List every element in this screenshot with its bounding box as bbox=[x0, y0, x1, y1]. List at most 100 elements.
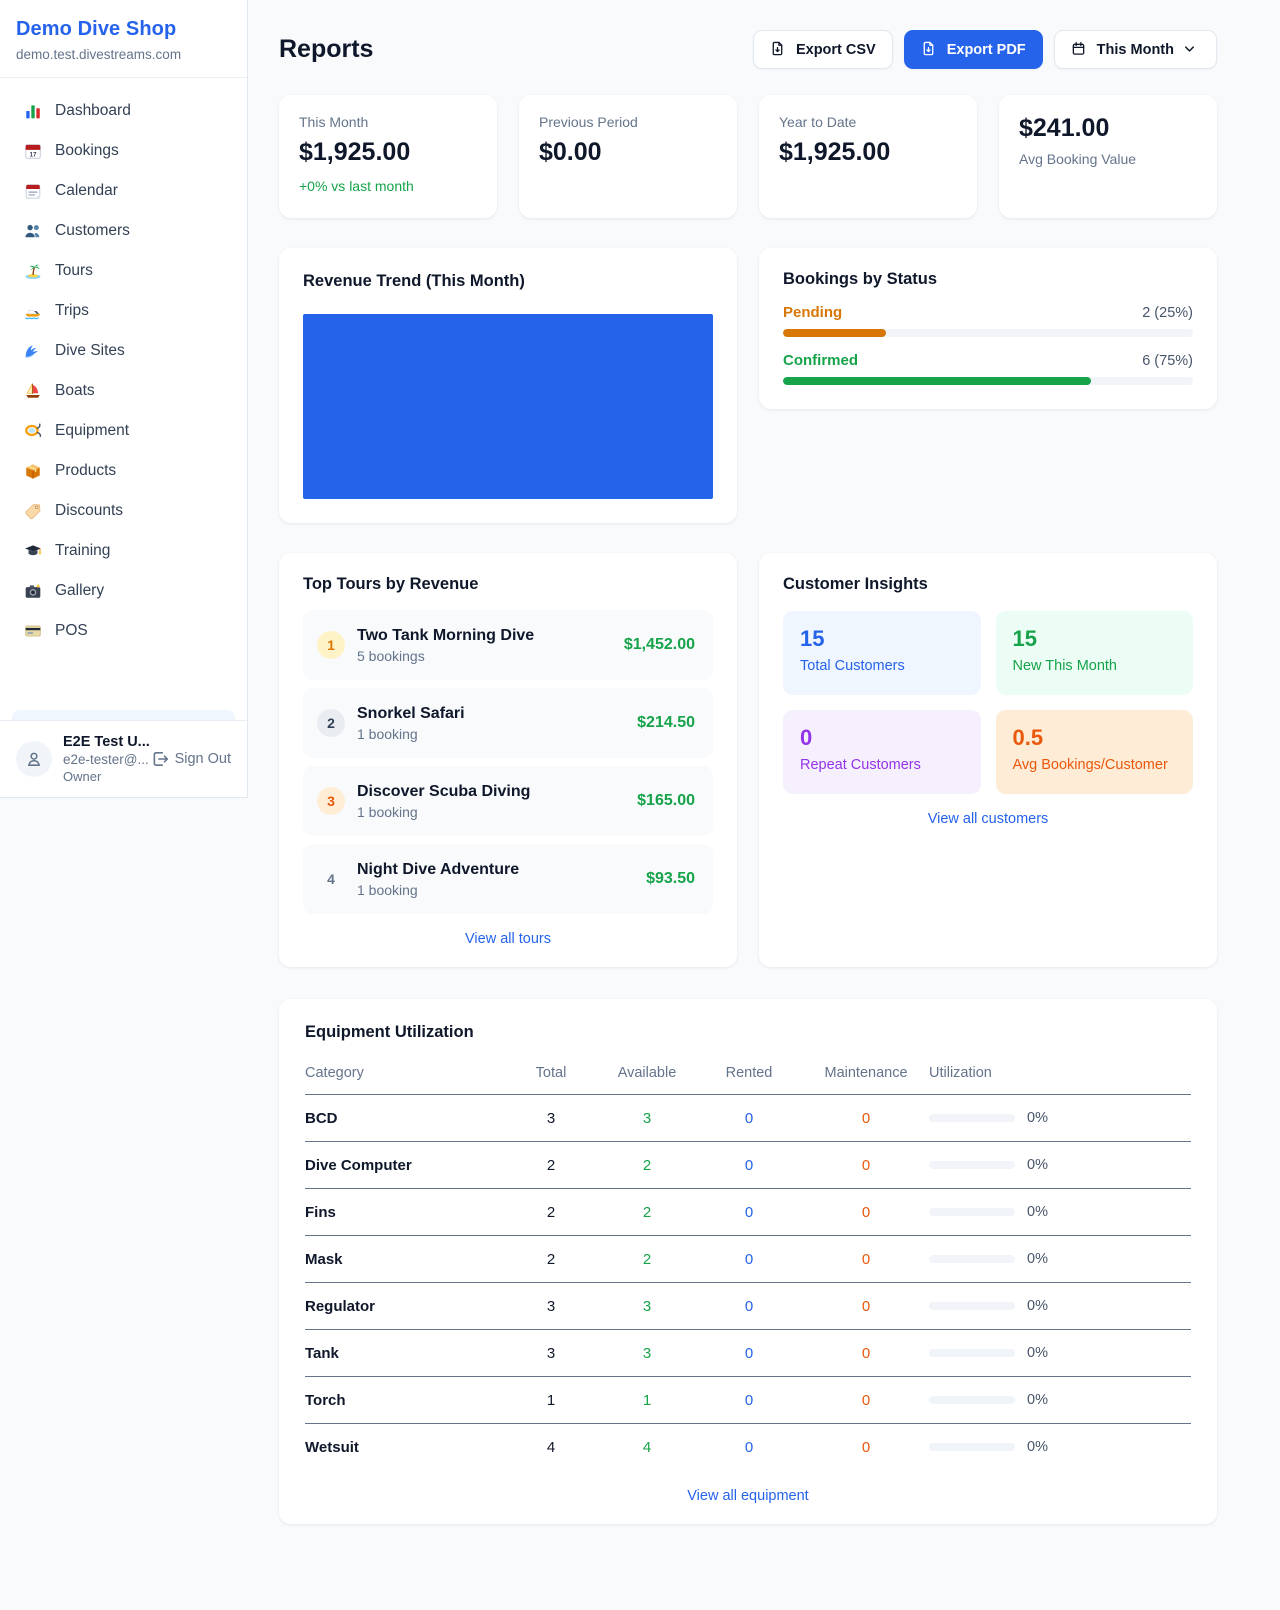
insight-tiles: 15 Total Customers 15 New This Month 0 R… bbox=[783, 611, 1193, 794]
equipment-rented: 0 bbox=[695, 1329, 803, 1377]
user-name: E2E Test U... bbox=[63, 734, 150, 750]
stat-label: Previous Period bbox=[539, 114, 638, 130]
equipment-category: Dive Computer bbox=[305, 1141, 503, 1189]
tour-revenue: $93.50 bbox=[646, 870, 695, 887]
equipment-available: 4 bbox=[642, 1438, 652, 1456]
training-icon bbox=[24, 542, 42, 560]
period-dropdown[interactable]: This Month bbox=[1053, 30, 1217, 69]
utilization-bar bbox=[929, 1255, 1015, 1263]
tour-revenue: $214.50 bbox=[637, 714, 695, 731]
status-count: 2 (25%) bbox=[1142, 305, 1193, 321]
tour-row-discover-scuba-diving[interactable]: 3 Discover Scuba Diving 1 booking $165.0… bbox=[303, 766, 713, 836]
sidebar-item-discounts[interactable]: Discounts bbox=[12, 492, 235, 530]
utilization-percent: 0% bbox=[1027, 1251, 1048, 1267]
equipment-available: 3 bbox=[599, 1282, 695, 1330]
equipment-maintenance: 0 bbox=[803, 1188, 929, 1236]
view-all-customers-link[interactable]: View all customers bbox=[927, 811, 1049, 827]
sidebar-header: Demo Dive Shop demo.test.divestreams.com bbox=[0, 0, 247, 78]
gallery-icon bbox=[24, 582, 42, 600]
equipment-total: 4 bbox=[546, 1438, 556, 1456]
sidebar-item-dashboard[interactable]: Dashboard bbox=[12, 92, 235, 130]
insight-label: Repeat Customers bbox=[800, 757, 921, 773]
equipment-total: 2 bbox=[503, 1235, 599, 1283]
sign-out-icon bbox=[151, 750, 169, 768]
insight-value: 15 bbox=[1012, 626, 1037, 651]
view-all-tours-link[interactable]: View all tours bbox=[465, 931, 551, 947]
utilization-bar bbox=[929, 1114, 1015, 1122]
sidebar-item-gallery[interactable]: Gallery bbox=[12, 572, 235, 610]
equipment-category: Torch bbox=[305, 1376, 503, 1424]
tour-revenue: $165.00 bbox=[637, 792, 695, 809]
equipment-total: 3 bbox=[503, 1282, 599, 1330]
utilization-bar bbox=[929, 1161, 1015, 1169]
tour-row-snorkel-safari[interactable]: 2 Snorkel Safari 1 booking $214.50 bbox=[303, 688, 713, 758]
sidebar-item-calendar[interactable]: Calendar bbox=[12, 172, 235, 210]
tour-revenue: $1,452.00 bbox=[623, 636, 695, 653]
sidebar-item-pos[interactable]: POS bbox=[12, 612, 235, 650]
equipment-row-fins: Fins 2 2 0 0 0% bbox=[305, 1188, 1191, 1236]
bookings-icon: 17 bbox=[24, 142, 42, 160]
equipment-rented: 0 bbox=[695, 1094, 803, 1142]
export-pdf-button[interactable]: Export PDF bbox=[903, 30, 1043, 69]
column-header-maintenance: Maintenance bbox=[803, 1056, 929, 1095]
header-actions: Export CSV Export PDF This Month bbox=[752, 30, 1217, 69]
utilization-percent: 0% bbox=[1027, 1392, 1048, 1408]
equipment-maintenance: 0 bbox=[803, 1235, 929, 1283]
stat-card-year-to-date: Year to Date $1,925.00 bbox=[759, 95, 977, 218]
stat-label: Avg Booking Value bbox=[1019, 151, 1137, 167]
equipment-rented: 0 bbox=[744, 1438, 754, 1456]
sidebar-item-training[interactable]: Training bbox=[12, 532, 235, 570]
top-tours-title: Top Tours by Revenue bbox=[303, 575, 479, 593]
stat-value: $1,925.00 bbox=[779, 138, 891, 166]
equipment-maintenance: 0 bbox=[803, 1141, 929, 1189]
insight-tile-repeat-customers: 0 Repeat Customers bbox=[783, 710, 981, 794]
insight-label: New This Month bbox=[1012, 658, 1118, 674]
equipment-row-bcd: BCD 3 3 0 0 0% bbox=[305, 1094, 1191, 1142]
sidebar-item-products[interactable]: Products bbox=[12, 452, 235, 490]
export-csv-button[interactable]: Export CSV bbox=[752, 30, 893, 69]
equipment-total: 2 bbox=[503, 1141, 599, 1189]
equipment-total: 1 bbox=[503, 1376, 599, 1424]
nav-item-active-partial[interactable] bbox=[12, 710, 235, 720]
equipment-table: Category Total Available Rented Maintenance U… bbox=[305, 1056, 1191, 1471]
tour-row-two-tank-morning-dive[interactable]: 1 Two Tank Morning Dive 5 bookings $1,45… bbox=[303, 610, 713, 680]
sidebar-item-tours[interactable]: Tours bbox=[12, 252, 235, 290]
equipment-total: 2 bbox=[503, 1188, 599, 1236]
utilization-bar bbox=[929, 1302, 1015, 1310]
page-title: Reports bbox=[279, 35, 374, 63]
status-item-confirmed: Confirmed 6 (75%) bbox=[783, 352, 1193, 385]
stat-delta: +0% vs last month bbox=[299, 178, 414, 194]
equipment-available: 2 bbox=[599, 1141, 695, 1189]
stat-label: This Month bbox=[299, 114, 369, 130]
sidebar-item-dive-sites[interactable]: Dive Sites bbox=[12, 332, 235, 370]
equipment-rented: 0 bbox=[695, 1188, 803, 1236]
equipment-available: 3 bbox=[599, 1094, 695, 1142]
products-icon bbox=[24, 462, 42, 480]
main-content: Reports Export CSV Export PDF This Month… bbox=[248, 0, 1280, 1524]
sidebar-item-trips[interactable]: Trips bbox=[12, 292, 235, 330]
tour-row-night-dive-adventure[interactable]: 4 Night Dive Adventure 1 booking $93.50 bbox=[303, 844, 713, 914]
sidebar-item-boats[interactable]: Boats bbox=[12, 372, 235, 410]
tour-name: Two Tank Morning Dive bbox=[357, 626, 535, 644]
equipment-maintenance: 0 bbox=[861, 1438, 871, 1456]
column-header-utilization: Utilization bbox=[929, 1056, 1191, 1095]
utilization-percent: 0% bbox=[1027, 1439, 1048, 1456]
sidebar-item-customers[interactable]: Customers bbox=[12, 212, 235, 250]
trips-icon bbox=[24, 302, 42, 320]
sidebar-item-label: Dashboard bbox=[55, 102, 131, 119]
tour-name: Discover Scuba Diving bbox=[357, 782, 531, 800]
shop-domain: demo.test.divestreams.com bbox=[16, 47, 182, 62]
view-all-equipment-link[interactable]: View all equipment bbox=[687, 1487, 809, 1504]
equipment-total: 3 bbox=[503, 1329, 599, 1377]
sign-out-button[interactable]: Sign Out bbox=[151, 750, 231, 768]
user-email: e2e-tester@... bbox=[63, 752, 149, 767]
export-csv-label: Export CSV bbox=[795, 41, 876, 58]
sidebar-item-bookings[interactable]: 17 Bookings bbox=[12, 132, 235, 170]
sidebar-item-equipment[interactable]: Equipment bbox=[12, 412, 235, 450]
column-header-rented: Rented bbox=[695, 1056, 803, 1095]
pos-icon bbox=[24, 622, 42, 640]
dive-sites-icon bbox=[24, 342, 42, 360]
equipment-category: Regulator bbox=[305, 1282, 503, 1330]
equipment-category: BCD bbox=[305, 1094, 503, 1142]
tour-bookings-count: 1 booking bbox=[357, 803, 418, 820]
